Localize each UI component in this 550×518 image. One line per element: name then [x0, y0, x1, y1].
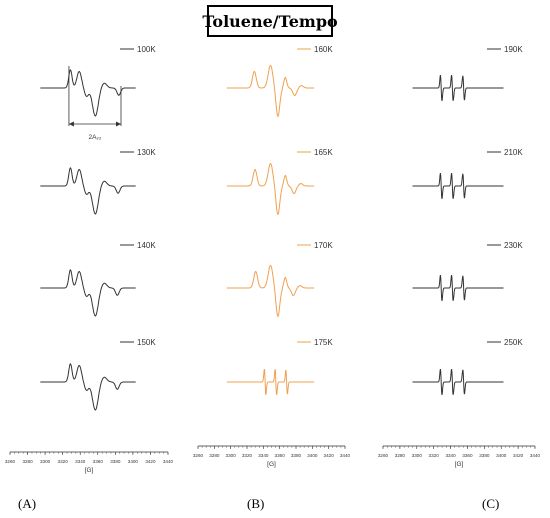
x-tick-label-3280: 3280	[209, 453, 220, 458]
x-tick-label-3260: 3260	[5, 459, 16, 464]
series-line-170K	[226, 264, 315, 317]
x-tick-label-3320: 3320	[242, 453, 253, 458]
x-axis-label: [G]	[85, 467, 94, 474]
x-tick-label-3400: 3400	[496, 453, 507, 458]
series-line-165K	[226, 162, 315, 215]
legend-label-160K: 160K	[314, 45, 333, 54]
series-line-100K	[40, 69, 136, 117]
x-tick-label-3380: 3380	[479, 453, 490, 458]
x-tick-label-3320: 3320	[429, 453, 440, 458]
series-line-250K	[412, 368, 504, 395]
x-tick-label-3400: 3400	[307, 453, 318, 458]
legend-label-175K: 175K	[314, 338, 333, 347]
series-line-210K	[412, 172, 504, 199]
legend-label-230K: 230K	[504, 241, 523, 250]
legend-label-210K: 210K	[504, 148, 523, 157]
x-tick-label-3300: 3300	[40, 459, 51, 464]
x-tick-label-3260: 3260	[378, 453, 389, 458]
x-tick-label-3340: 3340	[75, 459, 86, 464]
x-axis-label: [G]	[267, 461, 276, 468]
x-tick-label-3340: 3340	[258, 453, 269, 458]
x-tick-label-3360: 3360	[93, 459, 104, 464]
legend-label-100K: 100K	[137, 45, 156, 54]
legend-label-250K: 250K	[504, 338, 523, 347]
legend-label-165K: 165K	[314, 148, 333, 157]
figure-title: Toluene/Tempo	[202, 5, 338, 37]
legend-label-150K: 150K	[137, 338, 156, 347]
x-tick-label-3420: 3420	[324, 453, 335, 458]
x-tick-label-3280: 3280	[395, 453, 406, 458]
x-tick-label-3440: 3440	[340, 453, 351, 458]
x-tick-label-3420: 3420	[145, 459, 156, 464]
x-tick-label-3360: 3360	[275, 453, 286, 458]
legend-label-170K: 170K	[314, 241, 333, 250]
legend-label-140K: 140K	[137, 241, 156, 250]
legend-label-130K: 130K	[137, 148, 156, 157]
x-tick-label-3280: 3280	[22, 459, 33, 464]
panel-label-b: (B)	[247, 496, 265, 511]
panel-label-a: (A)	[18, 496, 37, 511]
series-line-175K	[226, 368, 315, 396]
x-tick-label-3340: 3340	[445, 453, 456, 458]
x-tick-label-3440: 3440	[530, 453, 541, 458]
x-tick-label-3260: 3260	[193, 453, 204, 458]
x-tick-label-3380: 3380	[291, 453, 302, 458]
x-tick-label-3440: 3440	[163, 459, 174, 464]
series-line-190K	[412, 74, 504, 101]
x-tick-label-3300: 3300	[226, 453, 237, 458]
x-tick-label-3360: 3360	[462, 453, 473, 458]
x-tick-label-3420: 3420	[513, 453, 524, 458]
series-line-150K	[40, 363, 136, 411]
series-line-130K	[40, 167, 136, 215]
x-axis-label: [G]	[455, 461, 464, 468]
annotation-label: 2A₂₂	[88, 134, 101, 141]
series-line-140K	[40, 269, 136, 317]
series-line-160K	[226, 64, 315, 117]
series-line-230K	[412, 274, 504, 301]
x-tick-label-3400: 3400	[128, 459, 139, 464]
panel-label-c: (C)	[482, 496, 500, 511]
x-tick-label-3380: 3380	[110, 459, 121, 464]
legend-label-190K: 190K	[504, 45, 523, 54]
x-tick-label-3300: 3300	[412, 453, 423, 458]
x-tick-label-3320: 3320	[58, 459, 69, 464]
